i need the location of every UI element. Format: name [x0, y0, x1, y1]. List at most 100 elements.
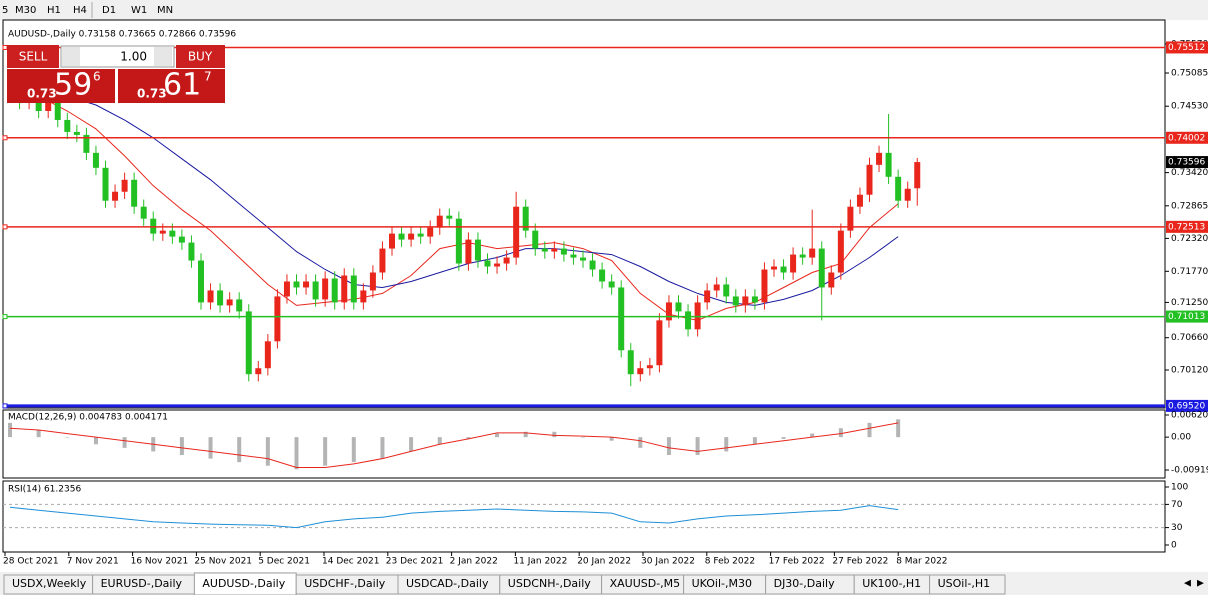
macd-bar	[409, 437, 414, 452]
current-price-label: 0.73596	[1168, 158, 1205, 168]
candle-body	[379, 248, 386, 273]
candle-body	[914, 162, 921, 189]
x-tick-label: 28 Oct 2021	[3, 557, 59, 567]
y-tick-label: 0.00	[1171, 433, 1191, 443]
level-handle	[2, 224, 8, 230]
level-tag	[1166, 131, 1208, 144]
candle-body	[608, 281, 615, 288]
candle-body	[780, 266, 787, 273]
chart-header: AUDUSD-,Daily 0.73158 0.73665 0.72866 0.…	[8, 30, 236, 40]
timeframe-button[interactable]: MN	[157, 5, 173, 16]
moving-average	[9, 77, 899, 321]
candle-body	[771, 266, 777, 270]
level-tag	[1166, 399, 1208, 412]
ask-box[interactable]	[118, 69, 225, 103]
macd-bar	[208, 437, 213, 459]
macd-signal	[9, 422, 899, 468]
y-tick-label: -0.009197	[1171, 465, 1208, 475]
tab-label: USDCAD-,Daily	[406, 577, 489, 590]
x-tick-label: 16 Nov 2021	[131, 557, 189, 567]
macd-bar	[752, 437, 757, 445]
ask-prefix: 0.73	[137, 87, 167, 101]
y-tick-label: 100	[1171, 483, 1188, 493]
macd-bar	[237, 437, 242, 463]
candle-body	[474, 239, 481, 261]
macd-bar	[666, 437, 671, 455]
y-tick-label: 0.73420	[1171, 168, 1208, 178]
candle-body	[723, 284, 730, 297]
level-handle	[2, 403, 8, 409]
lot-down[interactable]	[62, 47, 80, 66]
macd-bar	[380, 437, 385, 459]
tab-scroll-left[interactable]: ◀	[1184, 579, 1191, 589]
macd-bar	[638, 437, 643, 448]
candle-body	[83, 134, 90, 153]
timeframe-button[interactable]: W1	[131, 5, 147, 16]
macd-bar	[495, 433, 500, 438]
tab-label: XAUUSD-,M5	[610, 577, 681, 590]
macd-bar	[93, 437, 98, 445]
candle-body	[245, 311, 252, 375]
candle-body	[283, 281, 290, 297]
bid-box[interactable]	[7, 69, 115, 103]
y-tick-label: 0.72320	[1171, 234, 1208, 244]
macd-bar	[36, 430, 41, 438]
level-label: 0.72513	[1168, 222, 1205, 232]
candle-body	[369, 272, 376, 291]
sell-button[interactable]	[7, 45, 59, 68]
lot-field[interactable]	[60, 45, 175, 68]
candle-body	[637, 368, 644, 375]
candle-body	[675, 302, 682, 312]
timeframe-button[interactable]: D1	[102, 5, 116, 16]
candle-body	[809, 248, 816, 258]
candle-body	[389, 233, 395, 249]
timeframe-button[interactable]: 5	[2, 5, 8, 16]
macd-bar	[581, 437, 585, 438]
candle-body	[551, 248, 558, 252]
candle-body	[742, 296, 749, 306]
toolbar-bg	[0, 0, 1208, 20]
level-label: 0.69520	[1168, 401, 1205, 411]
timeframe-button[interactable]: M30	[15, 5, 36, 16]
x-tick-label: 7 Nov 2021	[67, 557, 119, 567]
candle-body	[417, 233, 424, 237]
candle-body	[188, 242, 195, 261]
candle-body	[465, 239, 472, 264]
tab[interactable]	[929, 574, 1006, 595]
rsi-pane	[2, 480, 1166, 553]
timeframe-button[interactable]: H1	[47, 5, 61, 16]
y-tick-label: 0.75085	[1171, 69, 1208, 79]
candle-body	[685, 311, 692, 330]
bid-frac: 6	[93, 70, 101, 84]
ask-frac: 7	[204, 70, 212, 84]
candle-body	[303, 281, 310, 288]
candle-body	[121, 179, 128, 192]
level-tag	[1166, 41, 1208, 54]
candle-body	[513, 206, 520, 258]
candle-body	[64, 119, 71, 132]
timeframe-button[interactable]: H4	[73, 5, 87, 16]
macd-bar	[466, 437, 471, 439]
tab-scroll-right[interactable]: ▶	[1197, 579, 1204, 589]
buy-button[interactable]	[176, 45, 225, 68]
macd-bar	[781, 437, 786, 439]
candle-body	[236, 299, 243, 312]
candle-body	[45, 99, 52, 111]
macd-bar	[724, 437, 729, 452]
candle-body	[102, 167, 109, 201]
candle-body	[92, 152, 99, 168]
x-tick-label: 20 Jan 2022	[577, 557, 631, 567]
y-tick-label: 0.72865	[1171, 201, 1208, 211]
candle-body	[847, 206, 854, 231]
ask-big: 61	[163, 68, 201, 103]
candle-body	[112, 191, 119, 201]
candle-body	[322, 278, 329, 300]
tab-label: UKOil-,M30	[692, 577, 752, 590]
candle-body	[751, 296, 758, 303]
candle-body	[837, 230, 844, 273]
candle-body	[408, 233, 415, 240]
lot-up[interactable]	[154, 47, 172, 66]
candle-body	[274, 296, 281, 342]
level-handle	[2, 314, 8, 320]
